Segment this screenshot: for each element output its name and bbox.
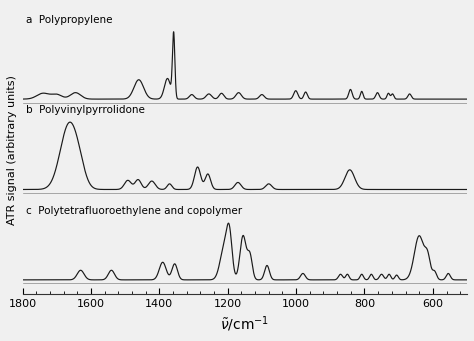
Text: c  Polytetrafluoroethylene and copolymer: c Polytetrafluoroethylene and copolymer (26, 206, 242, 216)
Text: a  Polypropylene: a Polypropylene (26, 15, 112, 25)
X-axis label: $\tilde{\nu}$/cm$^{-1}$: $\tilde{\nu}$/cm$^{-1}$ (220, 314, 269, 334)
Text: b  Polyvinylpyrrolidone: b Polyvinylpyrrolidone (26, 105, 145, 115)
Y-axis label: ATR signal (arbitrary units): ATR signal (arbitrary units) (7, 76, 17, 225)
